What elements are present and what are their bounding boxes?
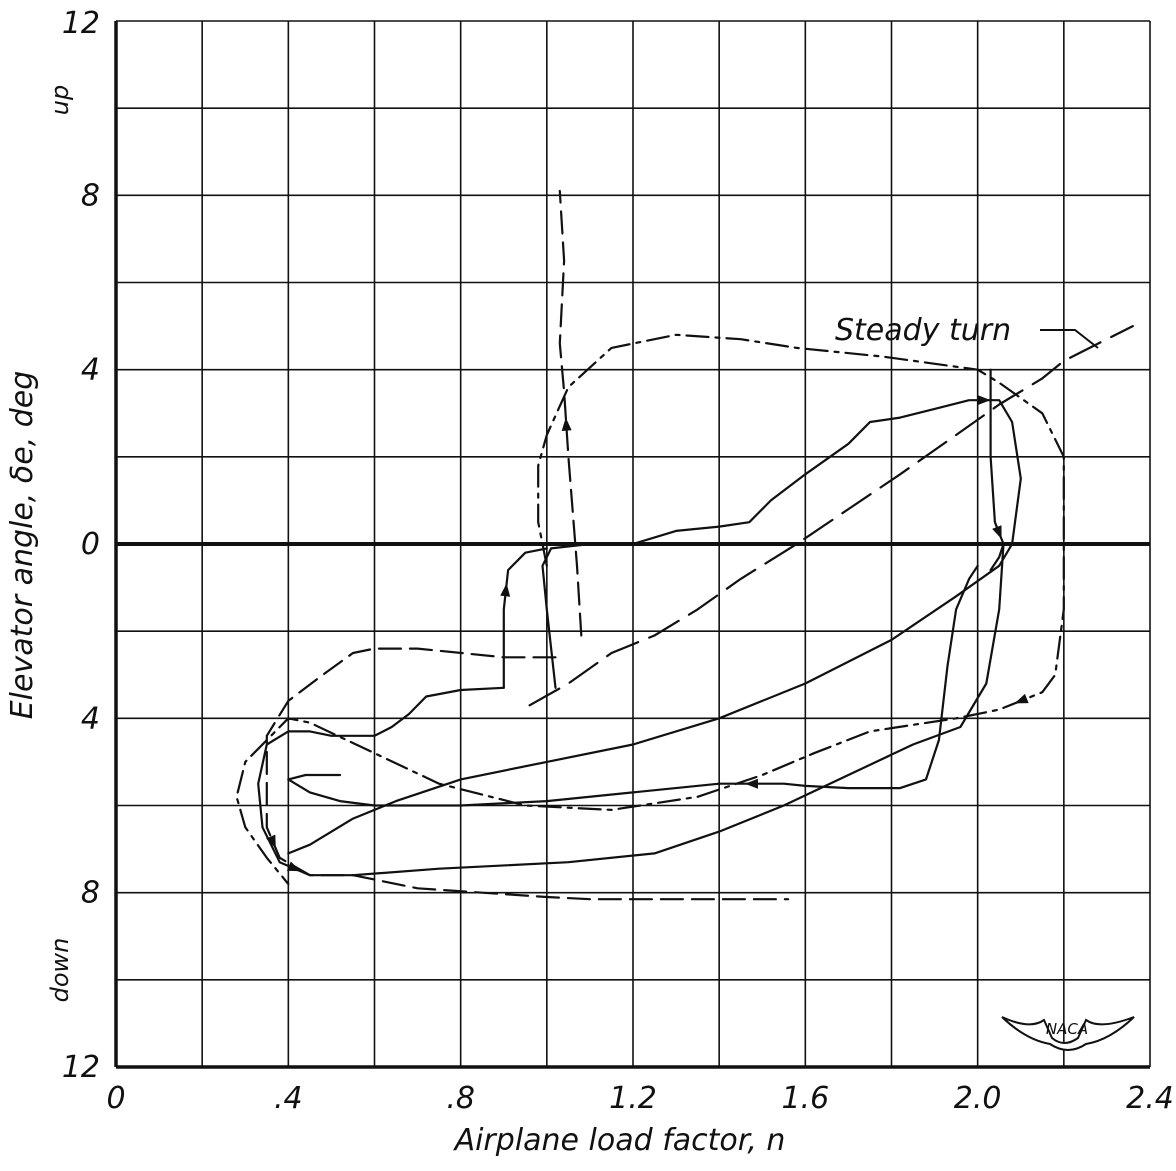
series-line-3 (265, 647, 790, 901)
series-arrowhead (1014, 693, 1029, 704)
series-arrowhead (992, 525, 1002, 540)
naca-logo-text: NACA (1046, 1020, 1088, 1038)
series-arrowhead (500, 583, 511, 597)
y-tick-label: 8 (81, 178, 100, 213)
x-tick-label: 2.4 (1126, 1081, 1174, 1116)
tick-labels: 0 .4 .8 1.2 1.6 2.0 2.4 12 8 4 0 4 8 12 (62, 6, 1174, 1116)
series-line-7 (502, 547, 548, 689)
series-group (235, 189, 1134, 901)
y-tick-label: 8 (81, 876, 100, 911)
x-tick-label: .8 (446, 1081, 475, 1116)
x-tick-label: .4 (274, 1081, 303, 1116)
x-tick-label: 1.6 (781, 1081, 829, 1116)
y-tick-label: 4 (81, 701, 100, 736)
series-line-9 (528, 325, 1134, 707)
series-arrowhead (286, 861, 301, 872)
steady-turn-leader (1040, 329, 1099, 349)
x-tick-label: 1.2 (609, 1081, 657, 1116)
y-tick-label: 12 (62, 6, 100, 41)
series-line-1 (558, 189, 583, 637)
steady-turn-annotation: Steady turn (835, 313, 1011, 348)
x-tick-label: 2.0 (954, 1081, 1002, 1116)
x-tick-label: 0 (106, 1081, 125, 1116)
series-arrowhead (744, 778, 758, 789)
series-line-2 (235, 333, 1065, 886)
y-tick-label: 0 (81, 527, 100, 562)
x-axis-title: Airplane load factor, n (453, 1123, 786, 1158)
y-direction-up: up (46, 85, 74, 115)
y-tick-label: 4 (81, 353, 100, 388)
y-direction-down: down (46, 938, 74, 1003)
series-arrowhead (561, 417, 572, 431)
series-arrowhead (977, 395, 991, 406)
y-tick-label: 12 (62, 1050, 100, 1085)
y-axis-title: Elevator angle, δe, deg (5, 371, 40, 720)
naca-logo: NACA (1001, 1016, 1135, 1051)
